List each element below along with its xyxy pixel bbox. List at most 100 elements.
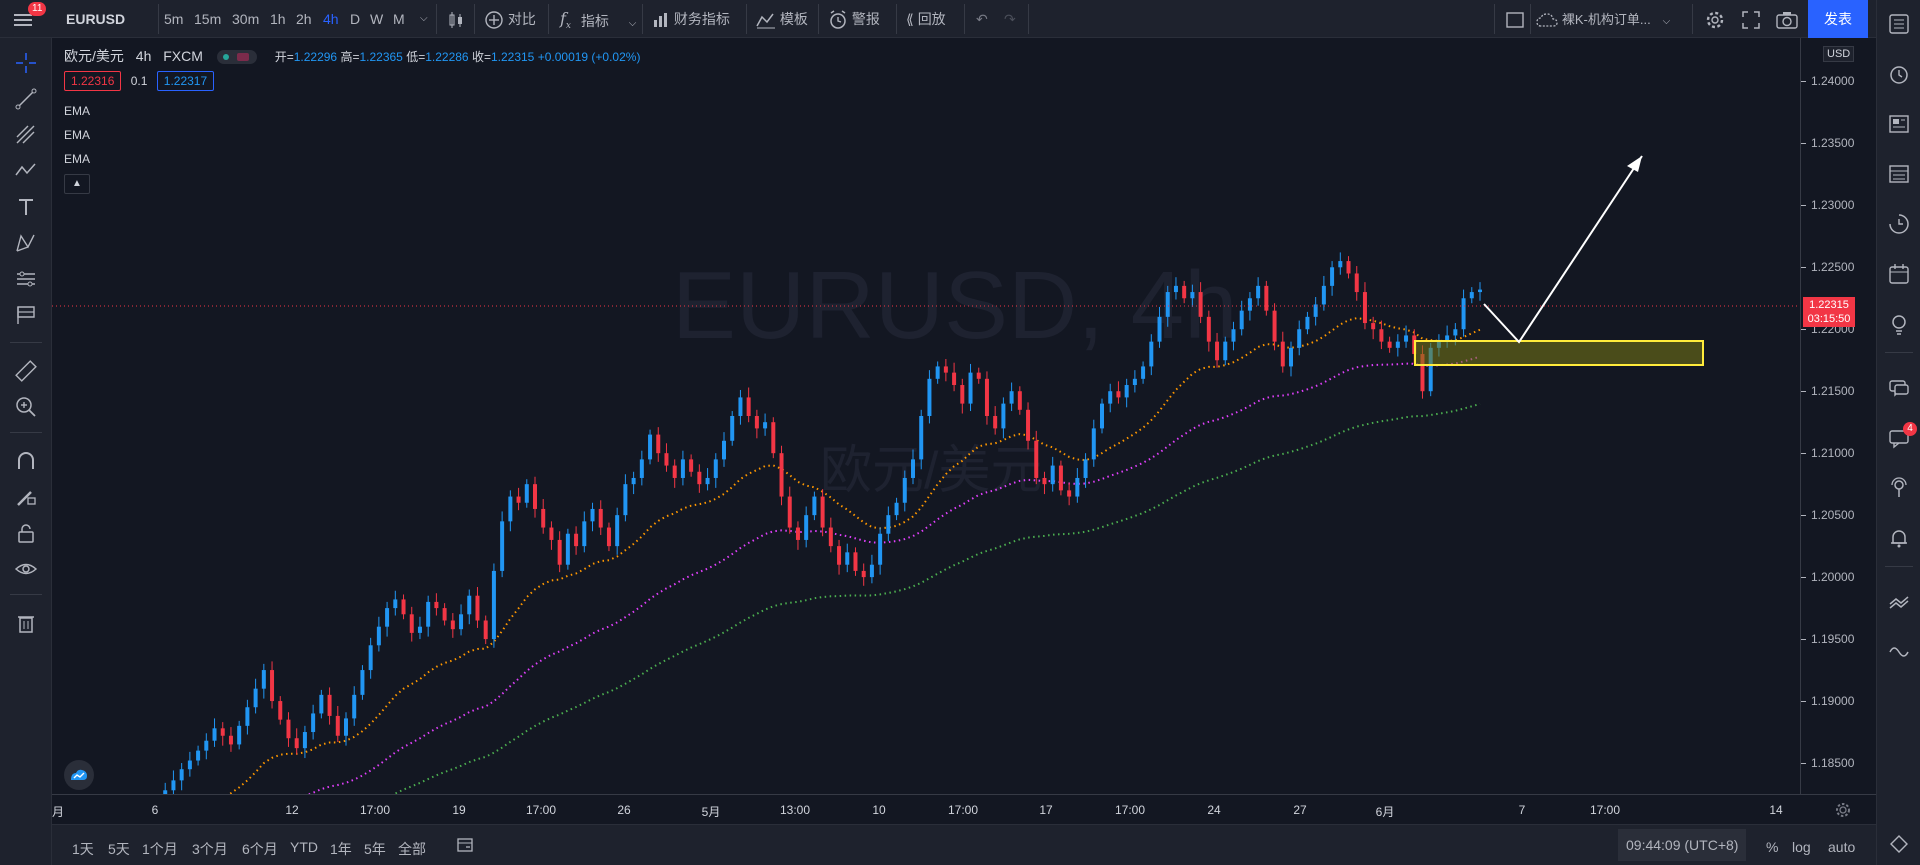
ema-legend-2[interactable]: EMA (64, 128, 91, 142)
range-1[interactable]: 5天 (108, 841, 130, 857)
auto-scale-button[interactable]: auto (1828, 839, 1856, 855)
chat-bubbles-icon (1889, 380, 1909, 397)
pattern-tool[interactable] (0, 156, 52, 186)
currency-label[interactable]: USD (1823, 46, 1855, 62)
financials-button[interactable]: 财务指标 (652, 0, 730, 38)
percent-scale-button[interactable]: % (1766, 839, 1779, 855)
price-tick-mark (1801, 577, 1806, 579)
alert-button[interactable]: 警报 (828, 0, 880, 38)
alerts-button[interactable] (1877, 56, 1920, 92)
crosshair-tool[interactable] (0, 48, 52, 78)
candle-body (730, 416, 735, 441)
legend-title[interactable]: 欧元/美元 (64, 48, 124, 64)
replay-button[interactable]: ⟪ 回放 (906, 0, 946, 38)
range-6[interactable]: 1年 (330, 841, 352, 857)
undo-button[interactable]: ↶ (976, 0, 988, 38)
layout-selector[interactable]: 裸K-机构订单... ⌵ (1536, 0, 1686, 38)
price-chart[interactable]: EURUSD, 4h 欧元/美元 (52, 38, 1800, 794)
hide-drawings-tool[interactable] (0, 554, 52, 584)
timeframe-W[interactable]: W (370, 11, 384, 27)
streams-button[interactable] (1877, 470, 1920, 506)
data-window-button[interactable] (1877, 156, 1920, 192)
notifications-button[interactable] (1877, 520, 1920, 556)
indicators-button[interactable]: fx 指标 ⌵ (560, 0, 636, 38)
publish-button[interactable]: 发表 (1808, 0, 1868, 38)
fullscreen-button[interactable] (1736, 0, 1766, 38)
candle-body (376, 626, 381, 646)
zoom-tool[interactable] (0, 392, 52, 422)
xabcd-tool[interactable] (0, 228, 52, 258)
range-8[interactable]: 全部 (398, 841, 426, 857)
range-2[interactable]: 1个月 (142, 841, 178, 857)
ema-line-2[interactable] (157, 355, 1481, 794)
chart-style-button[interactable] (446, 0, 466, 38)
timeframe-D[interactable]: D (350, 11, 361, 27)
messages-button[interactable]: 4 (1877, 420, 1920, 456)
dom-button[interactable] (1877, 634, 1920, 670)
timeframe-5m[interactable]: 5m (164, 11, 184, 27)
goto-date-button[interactable] (456, 837, 476, 853)
measure-tool[interactable] (0, 356, 52, 386)
log-scale-button[interactable]: log (1792, 839, 1811, 855)
range-5[interactable]: YTD (290, 839, 318, 855)
price-tick-mark (1801, 267, 1806, 269)
ema-line-3[interactable] (157, 402, 1481, 794)
magnet-tool[interactable] (0, 446, 52, 476)
time-axis[interactable]: 月 6 12 17:00 19 17:00 26 5月 13:00 10 17:00 17 17:00 2… (52, 794, 1876, 824)
ohlc-values: 开=1.22296 高=1.22365 低=1.22286 收=1.22315 … (274, 50, 641, 64)
candle-body (1313, 304, 1318, 317)
range-7[interactable]: 5年 (364, 841, 386, 857)
timeframe-4h[interactable]: 4h (323, 11, 339, 27)
ema-legend-1[interactable]: EMA (64, 104, 91, 118)
templates-button[interactable]: 模板 (756, 0, 808, 38)
news-button[interactable] (1877, 106, 1920, 142)
market-status-toggle[interactable] (216, 50, 257, 65)
watchlist-button[interactable] (1877, 6, 1920, 42)
bar-countdown: 03:15:50 (1807, 313, 1851, 325)
stay-drawing-tool[interactable] (0, 482, 52, 512)
projection-arrow[interactable] (1483, 155, 1643, 344)
bid-price[interactable]: 1.22316 (64, 71, 122, 91)
fib-tool[interactable] (0, 120, 52, 150)
timeframe-2h[interactable]: 2h (296, 11, 312, 27)
timeframe-30m[interactable]: 30m (232, 11, 260, 27)
lock-tool[interactable] (0, 518, 52, 548)
chart-pane[interactable]: EURUSD, 4h 欧元/美元 欧元/美元 4h FXCM 开=1.22296… (52, 38, 1800, 794)
timezone-clock[interactable]: 09:44:09 (UTC+8) (1618, 829, 1747, 861)
ask-price[interactable]: 1.22317 (156, 71, 215, 91)
text-tool[interactable] (0, 192, 52, 222)
snapshot-button[interactable] (1772, 0, 1802, 38)
calendar-button[interactable] (1877, 256, 1920, 292)
demand-zone[interactable] (1414, 340, 1704, 366)
hotlist-button[interactable] (1877, 206, 1920, 242)
range-0[interactable]: 1天 (72, 841, 94, 857)
menu-button[interactable]: 11 (14, 0, 47, 38)
candle-body (261, 670, 266, 689)
fullscreen-panel-button[interactable] (1500, 0, 1530, 38)
candle-body (1239, 310, 1244, 330)
collapse-legend-button[interactable]: ▲ (64, 174, 90, 194)
timeframe-more-chevron-icon[interactable]: ⌵ (420, 13, 428, 24)
icons-tool[interactable] (0, 300, 52, 330)
axis-settings-button[interactable] (1834, 801, 1852, 819)
redo-button[interactable]: ↷ (1004, 0, 1016, 38)
help-button[interactable] (1877, 826, 1920, 862)
timeframe-1h[interactable]: 1h (270, 11, 286, 27)
ideas-button[interactable] (1877, 306, 1920, 342)
price-axis[interactable]: USD 1.24000 1.23500 1.23000 1.22500 1.22000 1… (1800, 38, 1876, 794)
logo-button[interactable] (64, 760, 94, 790)
range-4[interactable]: 6个月 (242, 841, 278, 857)
symbol-search[interactable]: EURUSD (66, 11, 126, 27)
prediction-tool[interactable] (0, 264, 52, 294)
timeframe-M[interactable]: M (393, 11, 405, 27)
range-3[interactable]: 3个月 (192, 841, 228, 857)
settings-button[interactable] (1700, 0, 1730, 38)
remove-drawings-tool[interactable] (0, 608, 52, 638)
timeframe-15m[interactable]: 15m (194, 11, 222, 27)
chats-button[interactable] (1877, 370, 1920, 406)
trendline-tool[interactable] (0, 84, 52, 114)
ema-legend-3[interactable]: EMA (64, 152, 91, 166)
ema-line-1[interactable] (157, 317, 1481, 794)
order-panel-button[interactable] (1877, 584, 1920, 620)
compare-button[interactable]: 对比 (484, 0, 536, 38)
